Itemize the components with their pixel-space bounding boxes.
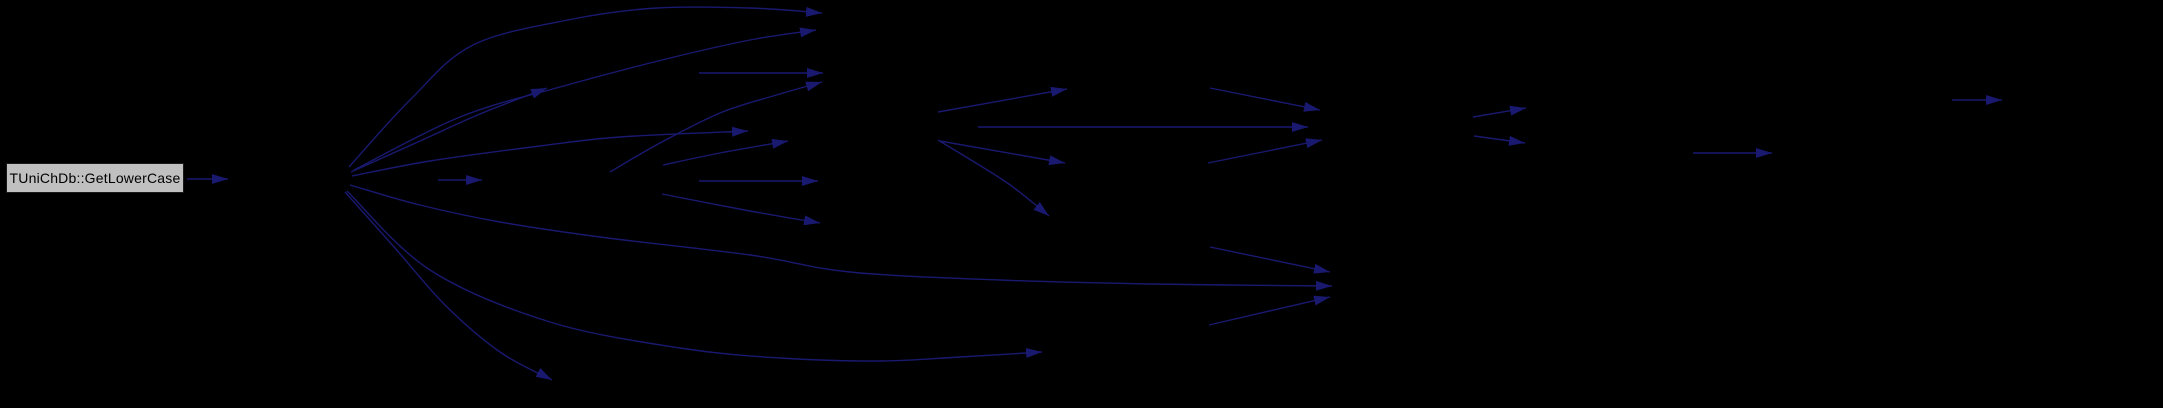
call-graph-edge-hub-top-diag [353,27,817,171]
call-graph-edge-converge-down [1209,246,1331,274]
node-tunichdb-getlowercase[interactable]: TUniChDb::GetLowerCase [6,163,184,193]
call-graph-edge-mid-up-right [937,86,1068,113]
call-graph-edge-mid-down-y223 [661,193,821,226]
call-graph-edge-mid-up-small [662,138,789,166]
call-graph-edge-converge-up [1208,295,1331,326]
call-graph-edge-hub-drop-short [344,191,553,381]
call-graph-edge-curve-down-right [937,139,1050,217]
call-graph-edge-hub-up-mid [350,87,548,173]
call-graph-edge-col4-down [1209,87,1321,112]
call-graph-edge-col5-up [1472,105,1527,118]
call-graph-edge-hub-top-arc [348,6,823,168]
call-graph-edge-mid-down-right [939,140,1066,166]
call-graph-edge-hub-gentle-right [351,126,749,177]
call-graph-edge-curve-up-y82 [609,81,823,173]
node-label: TUniChDb::GetLowerCase [9,170,181,186]
call-graph-edge-hub-drop-long [346,190,1043,362]
call-graph-edge-long-sweep [349,184,1333,291]
call-graph-edge-col4-up [1207,138,1323,164]
call-graph-edge-col5-down [1473,135,1526,146]
